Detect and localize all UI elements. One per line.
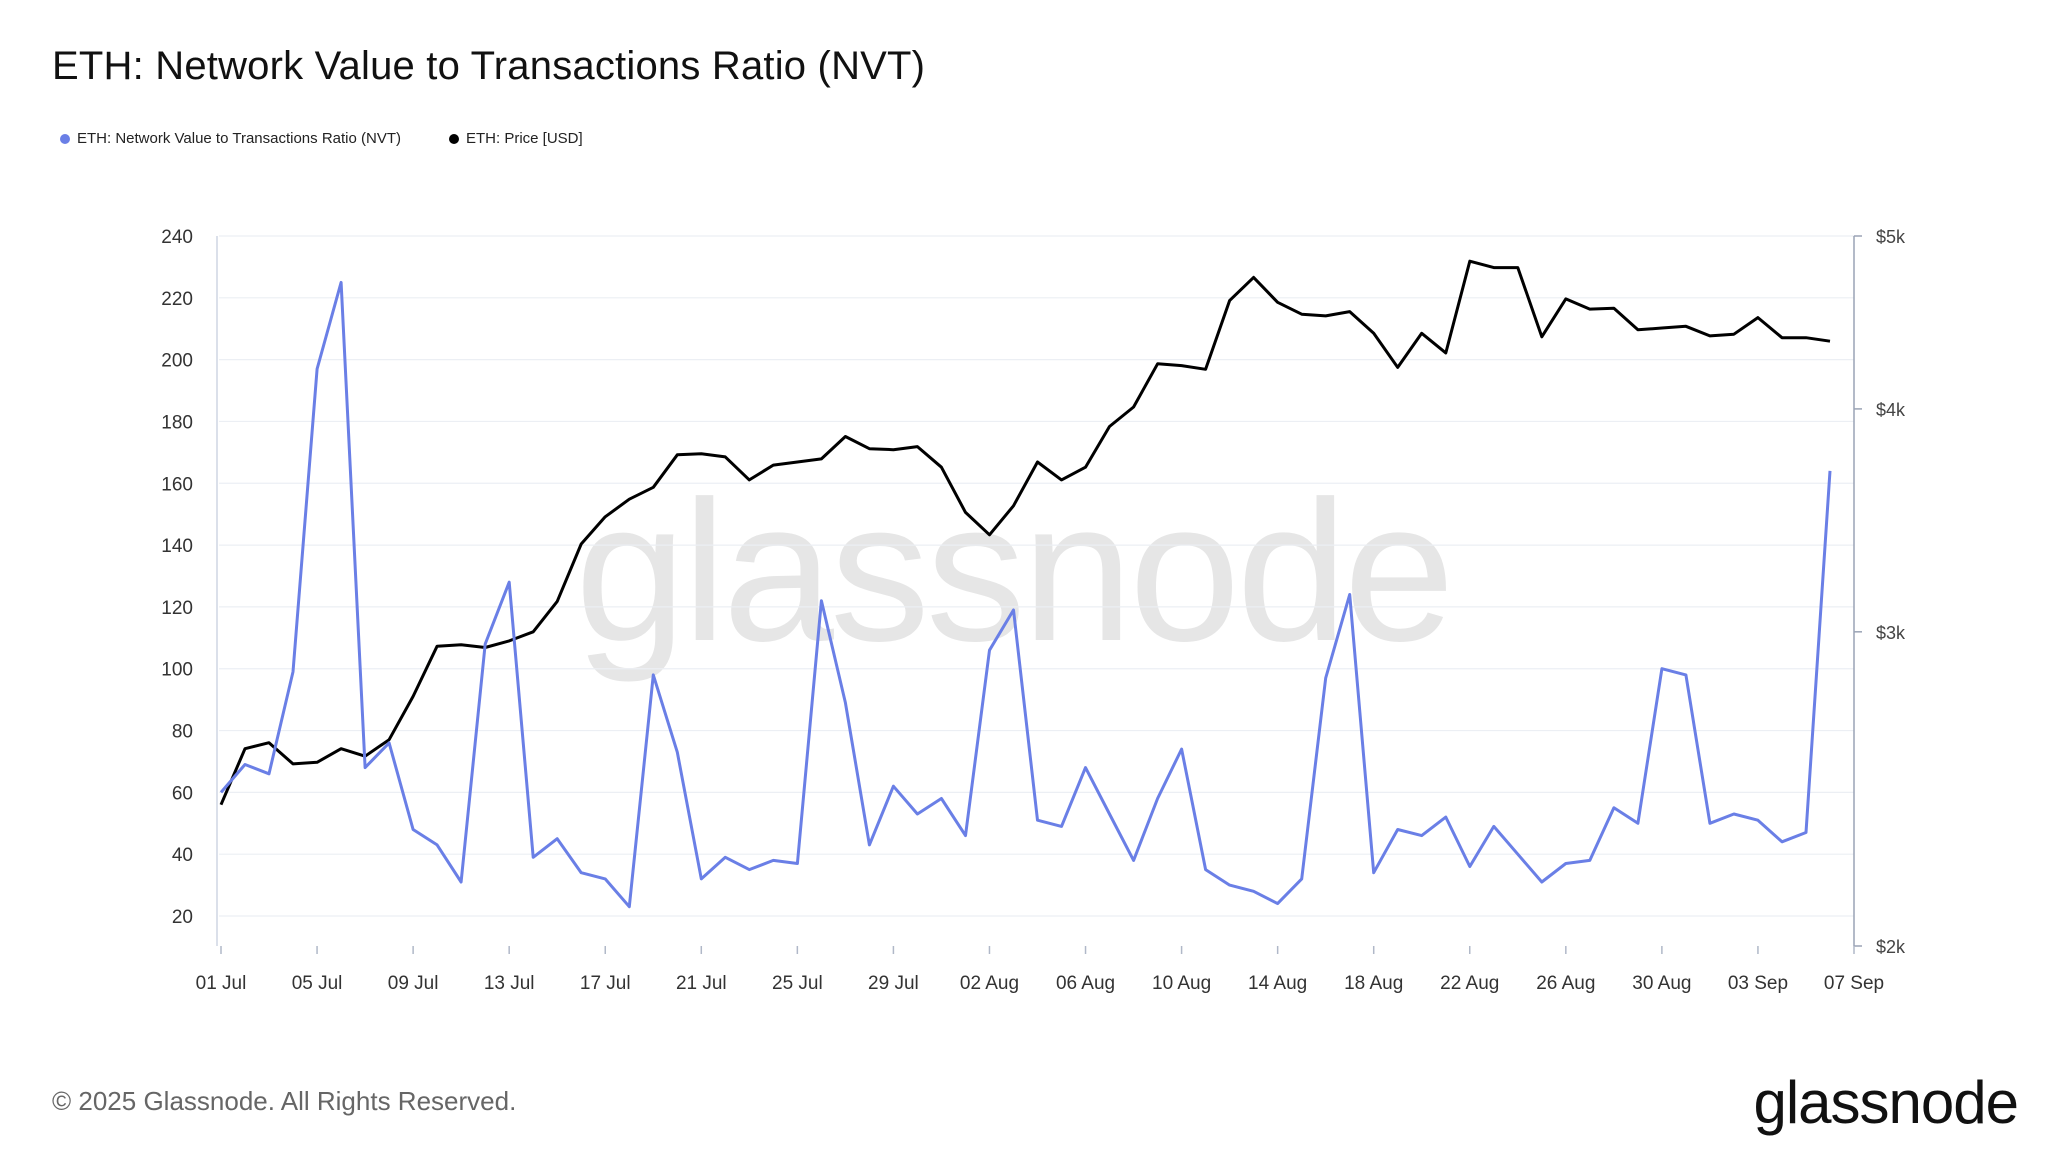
legend-dot-nvt [60, 133, 70, 144]
x-tick-label: 06 Aug [1056, 973, 1115, 994]
legend-label-price: ETH: Price [USD] [466, 130, 583, 147]
legend-dot-price [449, 133, 459, 144]
series-line-price[interactable] [219, 259, 1831, 806]
x-axis-ticks: 01 Jul 05 Jul 09 Jul 13 Jul 17 Jul 21 Jul 25 J… [196, 946, 1884, 994]
left-tick-label: 180 [161, 412, 193, 433]
glassnode-logo: glassnode [1753, 1069, 2019, 1136]
x-tick-label: 21 Jul [676, 973, 727, 994]
x-tick-label: 01 Jul [196, 973, 247, 994]
x-tick-label: 17 Jul [580, 973, 631, 994]
legend-label-nvt: ETH: Network Value to Transactions Ratio… [77, 130, 401, 147]
x-tick-label: 05 Jul [292, 973, 343, 994]
chart-legend: ETH: Network Value to Transactions Ratio… [60, 130, 583, 147]
x-tick-label: 07 Sep [1824, 973, 1884, 994]
right-tick-label: $4k [1876, 400, 1906, 420]
chart-title: ETH: Network Value to Transactions Ratio… [52, 44, 926, 88]
left-tick-label: 160 [161, 474, 193, 495]
x-tick-label: 22 Aug [1440, 973, 1499, 994]
left-tick-label: 60 [172, 783, 193, 804]
legend-item-price[interactable]: ETH: Price [USD] [449, 130, 583, 147]
left-tick-label: 120 [161, 598, 193, 619]
x-tick-label: 02 Aug [960, 973, 1019, 994]
x-tick-label: 30 Aug [1632, 973, 1691, 994]
copyright-footer: © 2025 Glassnode. All Rights Reserved. [52, 1086, 517, 1116]
left-tick-label: 40 [172, 845, 193, 866]
x-tick-label: 09 Jul [388, 973, 439, 994]
x-tick-label: 03 Sep [1728, 973, 1788, 994]
left-tick-label: 200 [161, 351, 193, 372]
x-tick-label: 13 Jul [484, 973, 535, 994]
left-tick-label: 220 [161, 289, 193, 310]
x-tick-label: 10 Aug [1152, 973, 1211, 994]
x-tick-label: 26 Aug [1536, 973, 1595, 994]
left-tick-label: 140 [161, 536, 193, 557]
left-tick-label: 240 [161, 227, 193, 248]
left-tick-label: 20 [172, 907, 193, 928]
series-line-nvt[interactable] [219, 280, 1832, 909]
right-axis-ticks: $2k $3k $4k $5k [1854, 227, 1906, 957]
x-tick-label: 14 Aug [1248, 973, 1307, 994]
x-tick-label: 29 Jul [868, 973, 919, 994]
right-tick-label: $2k [1876, 937, 1906, 957]
left-axis-ticks: 20 40 60 80 100 120 140 160 180 200 220 240 [161, 227, 193, 928]
right-tick-label: $5k [1876, 227, 1906, 247]
x-tick-label: 25 Jul [772, 973, 823, 994]
grid-lines [219, 235, 1854, 917]
x-tick-label: 18 Aug [1344, 973, 1403, 994]
right-tick-label: $3k [1876, 623, 1906, 643]
watermark: glassnode [575, 460, 1451, 683]
left-tick-label: 80 [172, 722, 193, 743]
left-tick-label: 100 [161, 660, 193, 681]
legend-item-nvt[interactable]: ETH: Network Value to Transactions Ratio… [60, 130, 401, 147]
